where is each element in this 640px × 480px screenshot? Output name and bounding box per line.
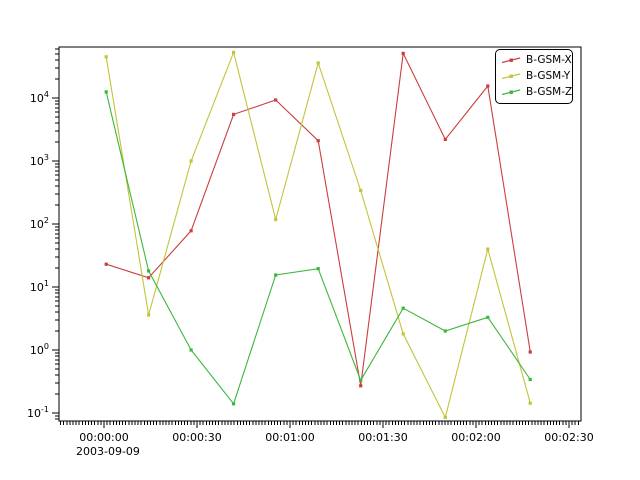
data-point-marker-b-gsm-x [528,350,532,354]
data-point-marker-b-gsm-z [104,90,108,94]
data-point-marker-b-gsm-x [274,98,278,102]
x-tick-label: 00:02:30 [544,431,593,444]
x-tick-label: 00:02:00 [451,431,500,444]
legend-label: B-GSM-X [526,54,572,66]
legend-line-marker-icon [501,57,521,64]
legend-item-b-gsm-x: B-GSM-X [501,52,572,68]
y-tick-label: 10-1 [27,405,49,420]
x-tick-label: 00:00:00 [79,431,128,444]
data-point-marker-b-gsm-x [316,139,320,143]
y-tick-label: 101 [30,279,49,294]
data-point-marker-b-gsm-x [486,84,490,88]
plot-frame [58,46,582,422]
data-point-marker-b-gsm-y [401,332,405,336]
data-point-marker-b-gsm-y [528,401,532,405]
series-line-b-gsm-y [105,50,531,419]
data-point-marker-b-gsm-y [274,217,278,222]
data-point-marker-b-gsm-z [528,377,532,382]
data-point-marker-b-gsm-y [232,50,236,54]
data-point-marker-b-gsm-x [359,384,363,388]
legend: B-GSM-X B-GSM-Y B-GSM-Z [495,49,573,104]
legend-item-b-gsm-y: B-GSM-Y [501,68,571,84]
series-line-b-gsm-z [105,91,531,405]
data-point-marker-b-gsm-z [147,269,151,273]
data-point-marker-b-gsm-y [147,313,151,317]
data-point-marker-b-gsm-z [316,267,320,271]
data-point-marker-b-gsm-z [443,329,447,333]
legend-line-marker-icon [501,73,521,80]
y-tick-label: 102 [30,216,49,231]
data-point-marker-b-gsm-y [443,415,447,419]
data-point-marker-b-gsm-y [189,159,193,163]
x-axis-date-label: 2003-09-09 [76,445,140,458]
series-line-b-gsm-x [106,51,531,386]
x-tick-label: 00:01:00 [265,431,314,444]
data-point-marker-b-gsm-x [401,51,405,55]
data-point-marker-b-gsm-z [359,378,363,382]
data-point-marker-b-gsm-x [232,112,236,116]
legend-label: B-GSM-Z [526,86,573,98]
data-point-marker-b-gsm-x [189,229,193,233]
data-point-marker-b-gsm-x [104,262,108,266]
data-point-marker-b-gsm-y [359,188,363,193]
data-point-marker-b-gsm-y [104,55,108,59]
data-point-marker-b-gsm-z [232,402,236,406]
legend-line-marker-icon [501,89,521,96]
data-point-marker-b-gsm-z [401,306,405,310]
legend-label: B-GSM-Y [526,70,571,82]
data-point-marker-b-gsm-y [486,247,490,251]
x-tick-label: 00:00:30 [172,431,221,444]
x-tick-label: 00:01:30 [358,431,407,444]
y-tick-label: 103 [30,153,49,168]
data-point-marker-b-gsm-z [274,273,278,277]
y-tick-label: 104 [30,90,49,105]
data-point-marker-b-gsm-z [189,348,193,352]
y-tick-label: 100 [30,342,49,357]
data-point-marker-b-gsm-x [443,137,447,141]
data-point-marker-b-gsm-y [316,61,320,65]
data-point-marker-b-gsm-z [486,315,490,319]
data-point-marker-b-gsm-x [147,276,151,280]
legend-item-b-gsm-z: B-GSM-Z [501,84,572,100]
